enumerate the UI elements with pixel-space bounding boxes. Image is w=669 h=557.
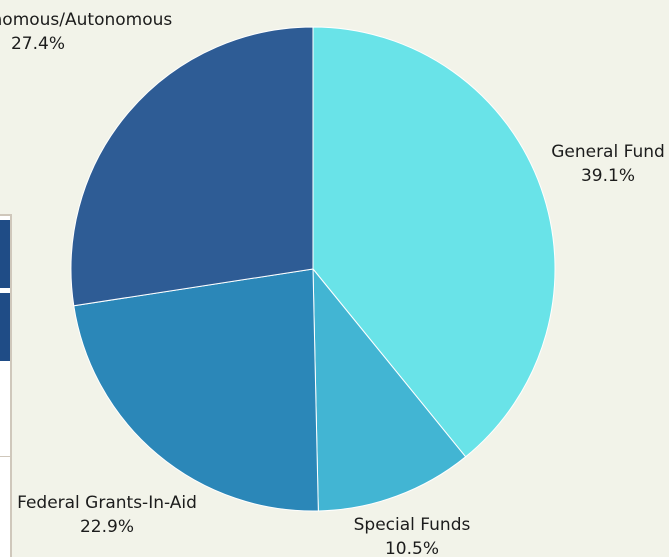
slice-percent-label: 10.5% xyxy=(385,539,439,557)
table-header-cell xyxy=(0,220,12,288)
pie-slice-special-funds xyxy=(312,267,467,512)
pie-slice-semi-autonomous-autonomous xyxy=(70,26,314,307)
pie-slices xyxy=(70,26,556,512)
slice-name-label: Federal Grants-In-Aid xyxy=(17,493,197,513)
slice-percent-label: 27.4% xyxy=(11,34,65,54)
slice-percent-label: 39.1% xyxy=(581,166,635,186)
slice-percent-label: 22.9% xyxy=(80,517,134,537)
slice-name-label: General Fund xyxy=(551,142,665,162)
pie-slice-general-fund xyxy=(312,26,556,458)
pie-labels: General Fund 39.1% Special Funds 10.5% Feder… xyxy=(0,10,665,557)
table-header-cell xyxy=(0,293,12,361)
slice-name-label: Semi-Autonomous/Autonomous xyxy=(0,10,172,30)
background-table-fragment xyxy=(0,214,12,557)
table-row-divider xyxy=(0,456,10,457)
slice-name-label: Special Funds xyxy=(354,515,471,535)
pie-slice-federal-grants-in-aid xyxy=(73,268,319,512)
